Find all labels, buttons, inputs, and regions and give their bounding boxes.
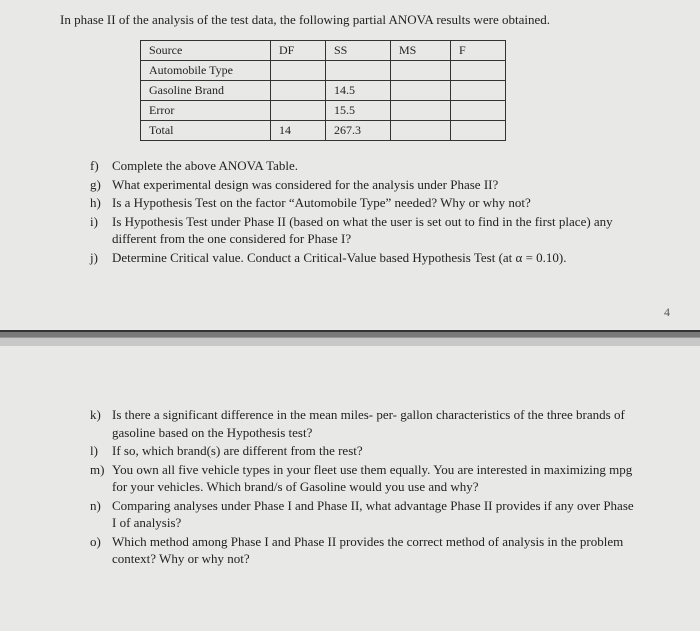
header-f: F <box>451 41 506 61</box>
q-text: Determine Critical value. Conduct a Crit… <box>112 249 640 267</box>
cell-source: Total <box>141 121 271 141</box>
question-item: j) Determine Critical value. Conduct a C… <box>90 249 640 267</box>
question-item: f) Complete the above ANOVA Table. <box>90 157 640 175</box>
q-letter: m) <box>90 461 112 496</box>
cell-ms <box>391 61 451 81</box>
cell-f <box>451 121 506 141</box>
header-df: DF <box>271 41 326 61</box>
cell-f <box>451 101 506 121</box>
header-ms: MS <box>391 41 451 61</box>
q-text: Comparing analyses under Phase I and Pha… <box>112 497 640 532</box>
cell-df <box>271 61 326 81</box>
table-row: Automobile Type <box>141 61 506 81</box>
q-text: Is a Hypothesis Test on the factor “Auto… <box>112 194 640 212</box>
cell-ms <box>391 121 451 141</box>
q-letter: o) <box>90 533 112 568</box>
cell-ss: 267.3 <box>326 121 391 141</box>
q-letter: g) <box>90 176 112 194</box>
cell-df <box>271 81 326 101</box>
q-text: Complete the above ANOVA Table. <box>112 157 640 175</box>
cell-ms <box>391 81 451 101</box>
table-row: Error 15.5 <box>141 101 506 121</box>
q-letter: n) <box>90 497 112 532</box>
cell-source: Gasoline Brand <box>141 81 271 101</box>
q-text: If so, which brand(s) are different from… <box>112 442 640 460</box>
question-item: m) You own all five vehicle types in you… <box>90 461 640 496</box>
questions-top: f) Complete the above ANOVA Table. g) Wh… <box>90 157 640 266</box>
page-divider <box>0 330 700 338</box>
header-ss: SS <box>326 41 391 61</box>
question-item: l) If so, which brand(s) are different f… <box>90 442 640 460</box>
table-row: Total 14 267.3 <box>141 121 506 141</box>
cell-ss: 15.5 <box>326 101 391 121</box>
cell-df <box>271 101 326 121</box>
cell-f <box>451 81 506 101</box>
cell-ss <box>326 61 391 81</box>
q-letter: j) <box>90 249 112 267</box>
question-item: n) Comparing analyses under Phase I and … <box>90 497 640 532</box>
q-letter: l) <box>90 442 112 460</box>
table-row: Gasoline Brand 14.5 <box>141 81 506 101</box>
header-source: Source <box>141 41 271 61</box>
q-text: You own all five vehicle types in your f… <box>112 461 640 496</box>
cell-df: 14 <box>271 121 326 141</box>
page-top: In phase II of the analysis of the test … <box>0 0 700 330</box>
q-letter: k) <box>90 406 112 441</box>
question-item: o) Which method among Phase I and Phase … <box>90 533 640 568</box>
questions-bottom: k) Is there a significant difference in … <box>90 406 640 568</box>
cell-f <box>451 61 506 81</box>
question-item: h) Is a Hypothesis Test on the factor “A… <box>90 194 640 212</box>
intro-text: In phase II of the analysis of the test … <box>60 12 640 28</box>
question-item: g) What experimental design was consider… <box>90 176 640 194</box>
q-text: Is there a significant difference in the… <box>112 406 640 441</box>
anova-table: Source DF SS MS F Automobile Type Gasoli… <box>140 40 506 141</box>
cell-ss: 14.5 <box>326 81 391 101</box>
cell-source: Automobile Type <box>141 61 271 81</box>
q-letter: f) <box>90 157 112 175</box>
cell-source: Error <box>141 101 271 121</box>
page-bottom: k) Is there a significant difference in … <box>0 346 700 631</box>
question-item: i) Is Hypothesis Test under Phase II (ba… <box>90 213 640 248</box>
q-letter: i) <box>90 213 112 248</box>
q-text: Is Hypothesis Test under Phase II (based… <box>112 213 640 248</box>
q-text: Which method among Phase I and Phase II … <box>112 533 640 568</box>
question-item: k) Is there a significant difference in … <box>90 406 640 441</box>
q-text: What experimental design was considered … <box>112 176 640 194</box>
cell-ms <box>391 101 451 121</box>
table-header-row: Source DF SS MS F <box>141 41 506 61</box>
q-letter: h) <box>90 194 112 212</box>
page-number: 4 <box>664 305 670 320</box>
